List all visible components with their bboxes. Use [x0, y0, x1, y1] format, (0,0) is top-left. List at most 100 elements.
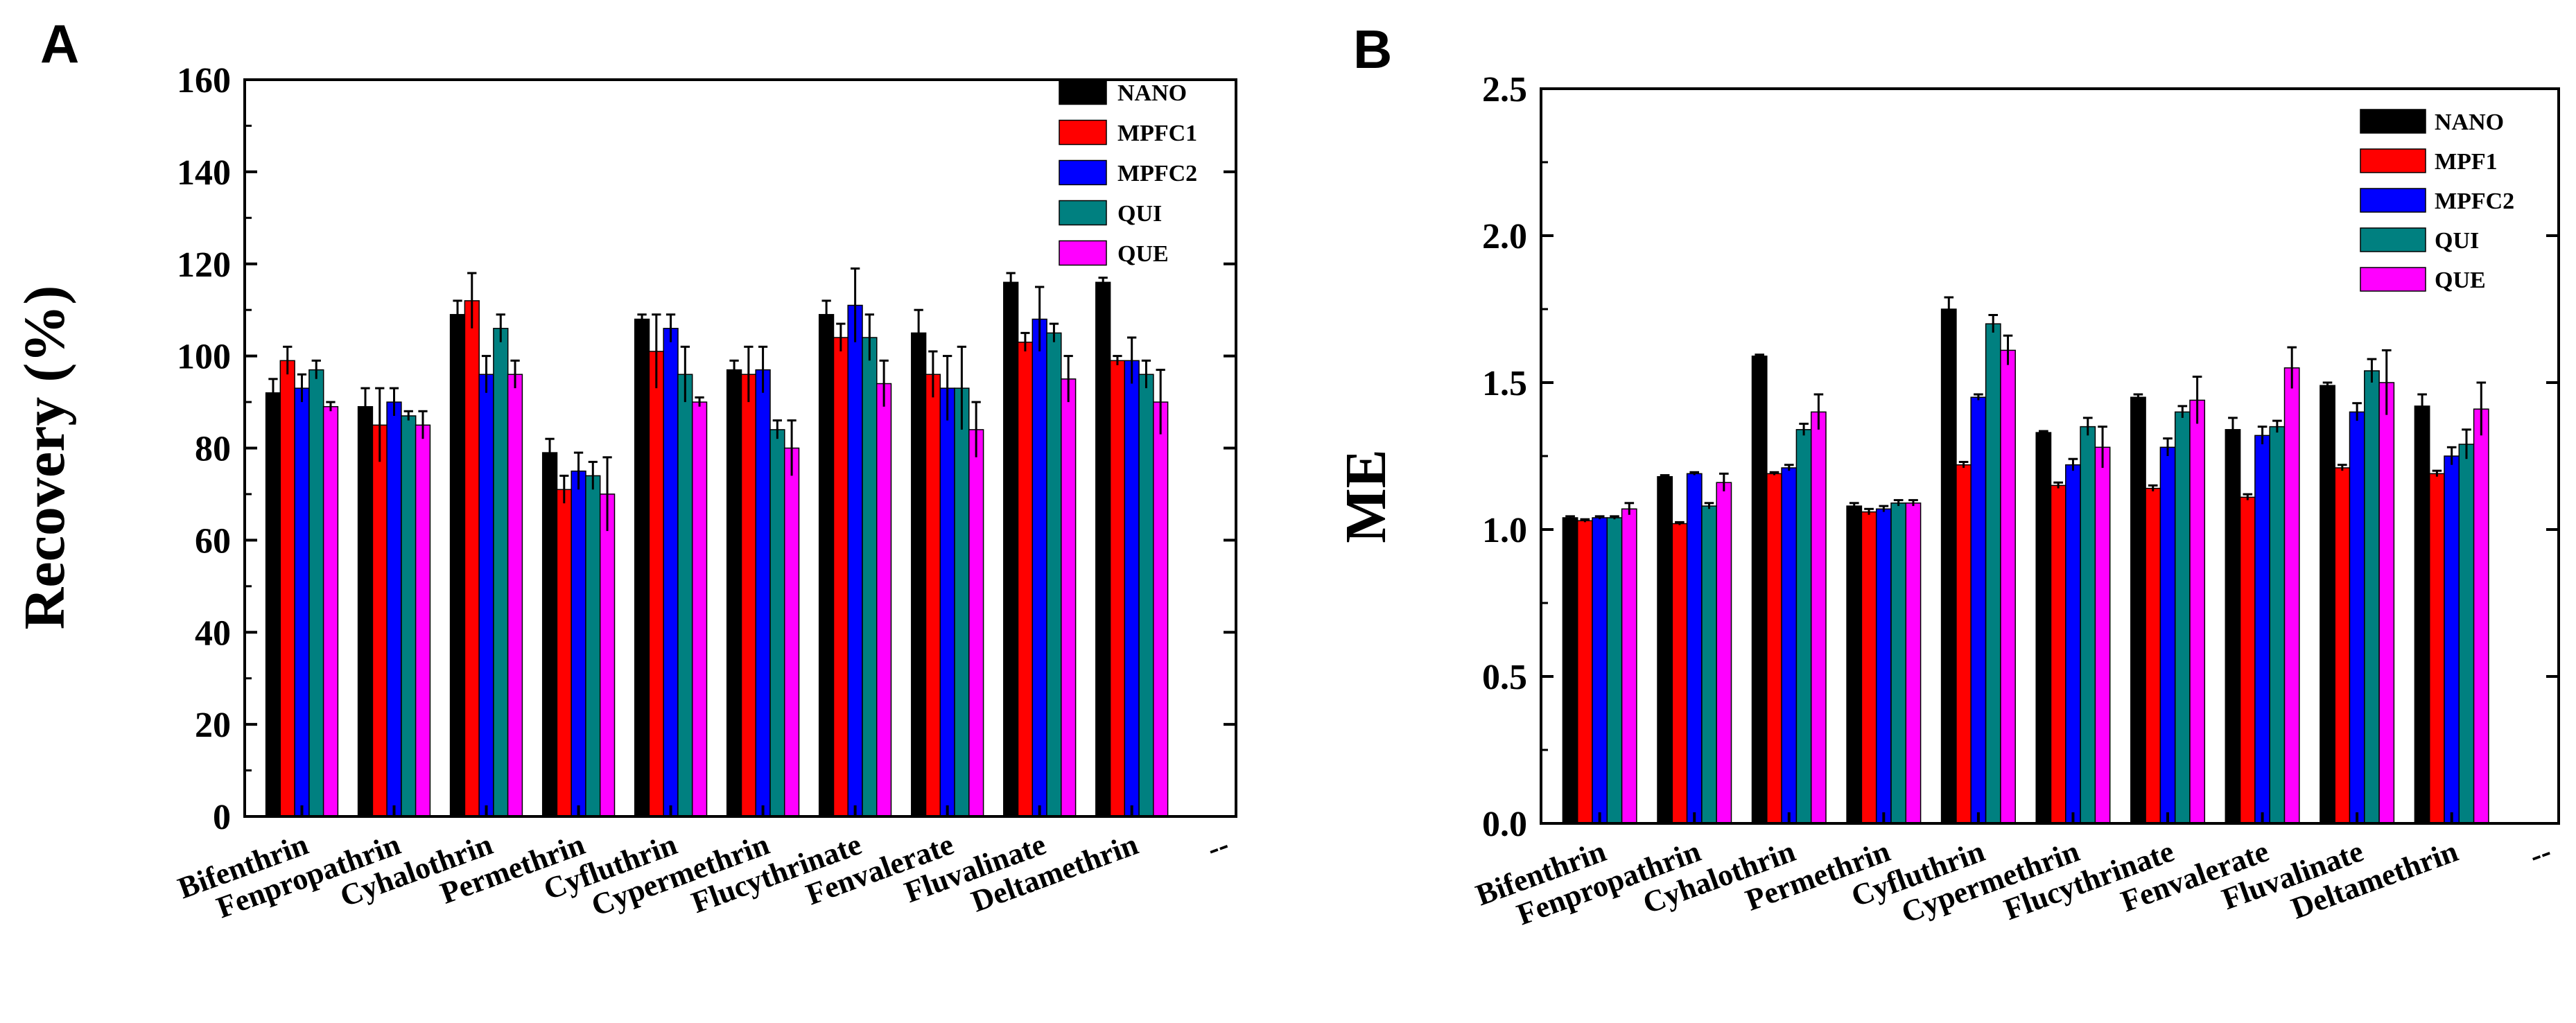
bar-nano-fluvalinate	[1003, 281, 1019, 817]
legend-label-que: QUE	[2435, 268, 2486, 293]
legend-swatch-qui	[1059, 200, 1107, 226]
bar-nano-fenpropathrin	[357, 405, 374, 817]
bar-mpfc2-permethrin	[571, 470, 586, 817]
y-tick-label: 0.0	[1482, 805, 1527, 844]
legend-label-mpfc1: MPFC1	[1117, 121, 1197, 146]
bar-que-cyfluthrin	[2000, 349, 2016, 824]
y-tick-label: 20	[195, 706, 231, 745]
bar-mpfc1-cypermethrin	[740, 374, 757, 817]
bar-mpfc1-bifenthrin	[279, 360, 295, 817]
legend-swatch-mpfc2	[1059, 159, 1107, 186]
bar-mpfc2-cyhalothrin	[1781, 467, 1798, 824]
y-tick-label: 1.5	[1482, 364, 1527, 403]
bar-que-bifenthrin	[1621, 508, 1637, 824]
bar-que-fenpropathrin	[1716, 482, 1732, 824]
bar-nano-cypermethrin	[726, 369, 742, 817]
bar-que-fluvalinate	[2378, 382, 2395, 824]
bar-mpf1-cypermethrin	[2050, 484, 2066, 824]
bar-qui-bifenthrin	[308, 369, 324, 817]
y-tick-label: 0.5	[1482, 658, 1527, 697]
bar-que-cyhalothrin	[1810, 411, 1827, 824]
y-tick-label: 80	[195, 430, 231, 469]
panel-letter: B	[1353, 19, 1392, 80]
bar-mpfc1-fluvalinate	[1017, 341, 1034, 817]
bar-mpf1-flucythrinate	[2145, 487, 2161, 824]
bar-mpfc2-fenvalerate	[2254, 435, 2270, 824]
bar-que-deltamethrin	[1153, 401, 1169, 817]
bar-mpf1-fluvalinate	[2334, 467, 2351, 824]
bar-mpfc2-cyhalothrin	[478, 374, 494, 817]
bar-qui-bifenthrin	[1606, 517, 1623, 824]
bar-nano-cyhalothrin	[449, 314, 466, 817]
bar-mpfc2-fluvalinate	[1032, 318, 1047, 817]
bar-mpfc1-fenvalerate	[925, 374, 941, 817]
bar-nano-fenvalerate	[911, 332, 927, 817]
bar-mpfc1-fenpropathrin	[372, 424, 388, 817]
bar-nano-bifenthrin	[1562, 517, 1578, 824]
bar-mpfc1-flucythrinate	[833, 337, 849, 817]
bar-mpfc2-bifenthrin	[1592, 517, 1608, 824]
bar-qui-fenvalerate	[954, 387, 970, 817]
bar-que-bifenthrin	[322, 405, 339, 817]
bar-mpfc1-cyhalothrin	[464, 300, 480, 817]
bar-qui-deltamethrin	[2458, 444, 2475, 824]
bar-que-deltamethrin	[2473, 408, 2489, 824]
bar-nano-cyfluthrin	[1940, 308, 1957, 824]
bar-qui-permethrin	[1890, 502, 1907, 824]
bar-mpfc2-deltamethrin	[1124, 360, 1140, 817]
y-tick-label: 40	[195, 613, 231, 653]
y-tick-label: 2.0	[1482, 217, 1527, 256]
bar-nano-flucythrinate	[818, 314, 835, 817]
bar-qui-deltamethrin	[1138, 374, 1154, 817]
y-tick-label: 60	[195, 521, 231, 561]
bar-mpfc2-cypermethrin	[755, 369, 771, 817]
y-tick-label: 1.0	[1482, 511, 1527, 550]
bar-que-cypermethrin	[783, 447, 800, 817]
y-axis-label: ME	[1334, 449, 1398, 543]
x-tick-label-trailing: --	[2525, 834, 2555, 873]
panel-b-matrix-effect-chart: BME0.00.51.01.52.02.5BifenthrinFenpropat…	[1334, 19, 2560, 932]
bar-nano-flucythrinate	[2130, 396, 2146, 824]
bar-nano-fenpropathrin	[1657, 475, 1673, 824]
legend-swatch-que	[1059, 240, 1107, 266]
bar-qui-fenpropathrin	[1701, 505, 1717, 824]
legend-swatch-mpfc1	[1059, 119, 1107, 146]
bar-que-fenvalerate	[968, 429, 984, 817]
bar-que-cypermethrin	[2094, 446, 2111, 824]
legend-label-nano: NANO	[1117, 80, 1187, 106]
bar-mpfc2-fenvalerate	[939, 387, 955, 817]
y-axis-label: Recovery (%)	[12, 286, 77, 630]
bar-que-cyhalothrin	[507, 374, 523, 817]
y-tick-label: 100	[177, 338, 231, 377]
bar-nano-bifenthrin	[265, 392, 281, 817]
bar-qui-fluvalinate	[1046, 332, 1062, 817]
legend-swatch-que	[2360, 267, 2426, 292]
bar-que-fluvalinate	[1061, 378, 1077, 817]
x-tick-label-trailing: --	[1203, 827, 1233, 866]
bar-que-permethrin	[599, 493, 616, 817]
bar-mpfc2-bifenthrin	[294, 387, 310, 817]
panel-letter: A	[40, 13, 79, 74]
bar-que-fenpropathrin	[415, 424, 431, 817]
bar-qui-cyfluthrin	[1985, 323, 2001, 824]
legend-label-mpf1: MPF1	[2435, 149, 2498, 175]
bar-nano-fenvalerate	[2225, 429, 2241, 824]
bar-mpfc2-flucythrinate	[847, 304, 863, 817]
y-tick-label: 2.5	[1482, 70, 1527, 110]
legend-label-qui: QUI	[1117, 201, 1162, 227]
bar-qui-fenvalerate	[2269, 426, 2286, 824]
legend-swatch-nano	[1059, 79, 1107, 105]
bar-nano-deltamethrin	[2414, 405, 2430, 824]
bar-qui-cyhalothrin	[1795, 429, 1812, 824]
bar-mpf1-bifenthrin	[1576, 520, 1593, 824]
bar-nano-permethrin	[1846, 505, 1863, 824]
bar-nano-cypermethrin	[2035, 432, 2052, 824]
bar-que-permethrin	[1905, 502, 1922, 824]
legend-swatch-qui	[2360, 227, 2426, 252]
y-tick-label: 160	[177, 61, 231, 100]
bar-mpfc1-permethrin	[556, 489, 572, 817]
legend-swatch-nano	[2360, 109, 2426, 134]
bar-que-fenvalerate	[2283, 367, 2300, 824]
legend-label-nano: NANO	[2435, 110, 2504, 135]
